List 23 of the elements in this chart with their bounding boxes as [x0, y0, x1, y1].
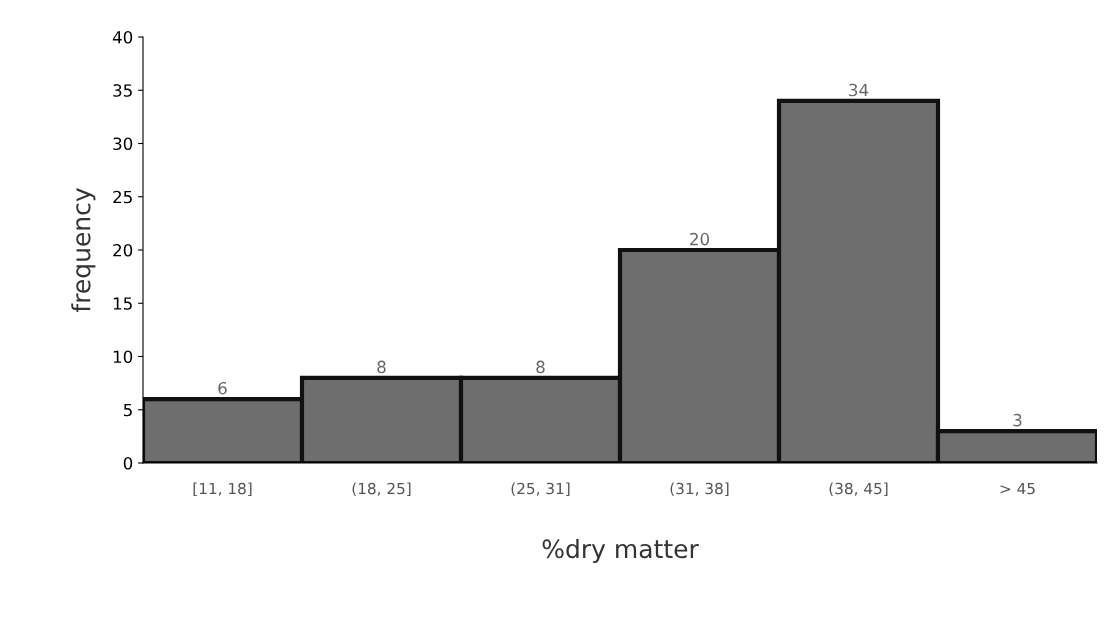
- data-label: 20: [690, 232, 709, 246]
- x-tick-label: (18, 25]: [352, 482, 411, 497]
- x-tick-label: (38, 45]: [829, 482, 888, 497]
- data-label: 34: [849, 83, 869, 97]
- x-tick-label: > 45: [1000, 482, 1035, 495]
- y-tick-label: 40: [112, 30, 133, 44]
- x-tick-label: (31, 38]: [670, 482, 729, 497]
- y-tick-label: 20: [113, 243, 133, 257]
- y-tick-label: 35: [113, 84, 132, 97]
- y-tick-label: 0: [123, 456, 133, 470]
- data-label: 3: [1013, 413, 1022, 427]
- y-tick-label: 15: [113, 297, 132, 310]
- y-axis-title: frequency: [71, 188, 96, 313]
- y-tick-label: 30: [113, 137, 133, 151]
- y-tick-label: 5: [123, 403, 132, 417]
- y-tick-label: 10: [113, 350, 133, 364]
- y-tick-label: 25: [113, 190, 132, 204]
- data-label: 8: [377, 360, 386, 374]
- x-axis-title: %dry matter: [542, 538, 699, 564]
- x-tick-label: (25, 31]: [511, 482, 570, 497]
- x-tick-label: [11, 18]: [193, 482, 252, 497]
- data-label: 6: [218, 381, 227, 395]
- data-label: 8: [536, 360, 545, 374]
